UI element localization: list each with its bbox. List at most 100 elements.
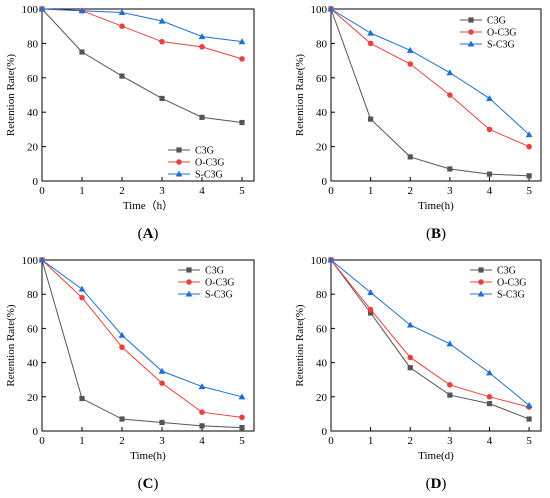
data-point [486,126,493,133]
x-tick-label: 5 [239,435,245,447]
data-point [447,392,453,398]
series-s-c3g [38,256,246,400]
legend-label: C3G [497,266,516,277]
legend-label: O-C3G [487,28,516,39]
data-point [447,166,453,172]
chart-panel-b: 0 1 2 3 4 5 0 20 40 60 80 100 Time(h) Retention Rate(… [294,4,542,242]
data-point [159,380,165,386]
x-tick-label: 5 [526,435,532,447]
series-line [330,259,530,406]
y-tick-label: 80 [27,289,39,301]
data-point [78,285,86,292]
x-axis-label: Time（h） [123,199,173,212]
data-point [327,256,335,263]
data-point [158,367,166,374]
y-tick-label: 20 [27,392,39,404]
x-axis-label: Time(h) [130,450,166,462]
panel-label: (C) [138,476,159,492]
x-tick-label: 4 [487,185,493,197]
x-tick-label: 2 [407,185,413,197]
data-point [238,38,246,45]
data-point [159,95,165,102]
x-axis-label: Time(d) [418,450,454,462]
plot-frame [330,259,542,432]
data-point [486,171,493,177]
data-point [199,44,205,50]
data-point [367,40,374,47]
legend-marker [186,279,192,285]
data-point [78,7,86,14]
data-point [486,95,493,101]
data-point [367,289,375,296]
data-point [199,423,205,429]
data-point [407,154,413,160]
legend-marker [176,147,182,153]
legend-marker [477,290,485,297]
x-tick-label: 4 [487,435,493,447]
series-line [330,259,530,408]
data-point [79,395,85,402]
series-line [41,259,243,429]
series-line [330,8,530,135]
x-tick-label: 3 [447,185,453,197]
legend-label: C3G [205,266,224,277]
series-s-c3g [327,5,533,138]
data-point [447,382,453,388]
legend-marker [478,279,484,285]
x-tick-label: 3 [159,435,165,447]
legend-marker [175,170,183,177]
data-point [119,344,125,351]
data-point [159,419,165,426]
chart-panel-a: 0 1 2 3 4 5 0 20 40 60 80 100 Time（h） Retention Rate(… [5,4,255,242]
legend-marker [185,290,193,297]
data-point [486,401,493,407]
y-tick-label: 60 [316,323,328,335]
data-point [486,394,493,400]
x-axis-label: Time(h) [418,200,454,212]
x-tick-label: 5 [239,185,245,197]
series-line [41,259,243,418]
data-point [525,131,533,138]
data-point [79,294,85,301]
y-tick-label: 60 [316,73,328,85]
x-tick-label: 1 [368,435,374,447]
legend-marker [176,159,182,165]
data-point [526,173,532,179]
series-c3g [39,6,245,126]
data-point [446,69,454,76]
y-tick-label: 80 [316,38,328,50]
y-tick-label: 100 [22,255,39,267]
series-line [330,8,530,177]
legend-label: C3G [487,16,506,27]
x-tick-label: 4 [199,185,205,197]
series-line [41,8,243,124]
data-point [239,414,245,421]
series-line [41,8,243,43]
x-tick-label: 5 [526,185,532,197]
data-point [526,416,532,422]
data-point [368,310,374,316]
data-point [38,256,46,263]
y-tick-label: 100 [311,4,328,16]
legend-marker [478,267,484,273]
legend-label: C3G [195,146,214,157]
data-point [368,116,374,122]
data-point [367,29,375,36]
data-point [199,114,205,120]
y-tick-label: 20 [316,142,328,154]
data-point [199,409,205,415]
legend-marker [468,29,474,35]
x-tick-label: 0 [39,185,45,197]
data-point [119,23,125,30]
legend-label: S-C3G [487,40,515,51]
panel-label: (B) [426,226,446,242]
panel-label: (A) [138,226,159,242]
data-point [198,383,206,390]
x-tick-label: 2 [119,435,125,447]
data-point [367,306,374,313]
y-tick-label: 0 [33,176,39,188]
y-tick-label: 80 [316,289,328,301]
data-point [119,416,125,422]
y-tick-label: 100 [311,255,328,267]
